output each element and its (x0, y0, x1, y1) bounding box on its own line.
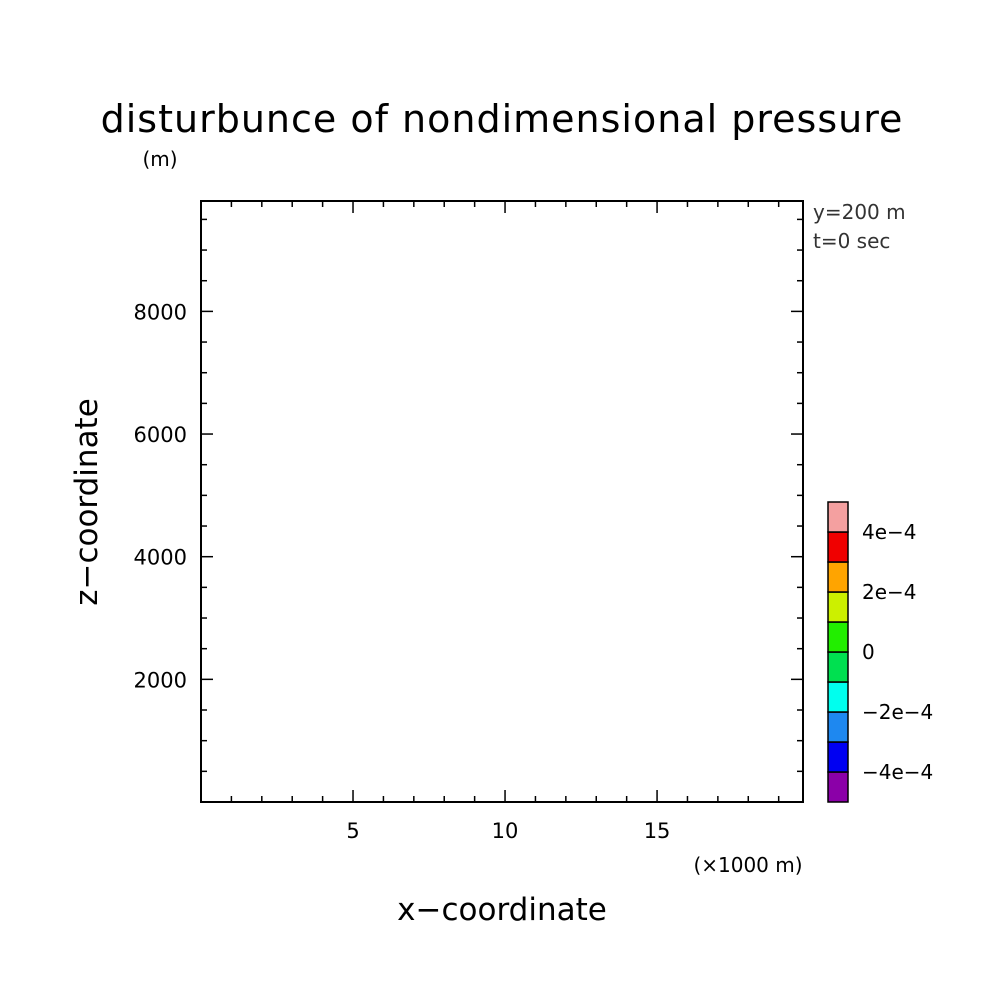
axis-ticks: 5 10 15 2000 4000 6000 8000 (134, 201, 803, 843)
colorbar-label: −2e−4 (862, 700, 933, 724)
x-unit-label: (×1000 m) (693, 853, 802, 877)
colorbar-segment (827, 531, 849, 563)
colorbar-segment (827, 561, 849, 593)
info-line-t: t=0 sec (813, 229, 890, 253)
x-axis-label: x−coordinate (397, 892, 607, 928)
x-tick-label: 10 (492, 819, 519, 843)
colorbar-label: 4e−4 (862, 520, 917, 544)
colorbar-segment (827, 741, 849, 773)
chart-title: disturbunce of nondimensional pressure (101, 97, 904, 141)
colorbar-segment (827, 591, 849, 623)
y-tick-label: 6000 (134, 423, 187, 447)
colorbar-label: 0 (862, 640, 875, 664)
colorbar-segment (827, 681, 849, 713)
colorbar-label: 2e−4 (862, 580, 917, 604)
y-tick-label: 8000 (134, 300, 187, 324)
colorbar-segment (827, 501, 849, 533)
y-tick-label: 2000 (134, 668, 187, 692)
y-axis-label: z−coordinate (69, 398, 105, 606)
colorbar: −4e−4 −2e−4 0 2e−4 4e−4 (827, 501, 933, 803)
colorbar-segment (827, 711, 849, 743)
colorbar-segment (827, 621, 849, 653)
y-tick-label: 4000 (134, 546, 187, 570)
y-unit-label: (m) (142, 147, 177, 171)
info-line-y: y=200 m (813, 200, 906, 224)
colorbar-segment (827, 651, 849, 683)
colorbar-label: −4e−4 (862, 760, 933, 784)
x-tick-label: 5 (346, 819, 359, 843)
x-tick-label: 15 (644, 819, 671, 843)
colorbar-segment (827, 771, 849, 803)
plot-area (200, 200, 804, 803)
